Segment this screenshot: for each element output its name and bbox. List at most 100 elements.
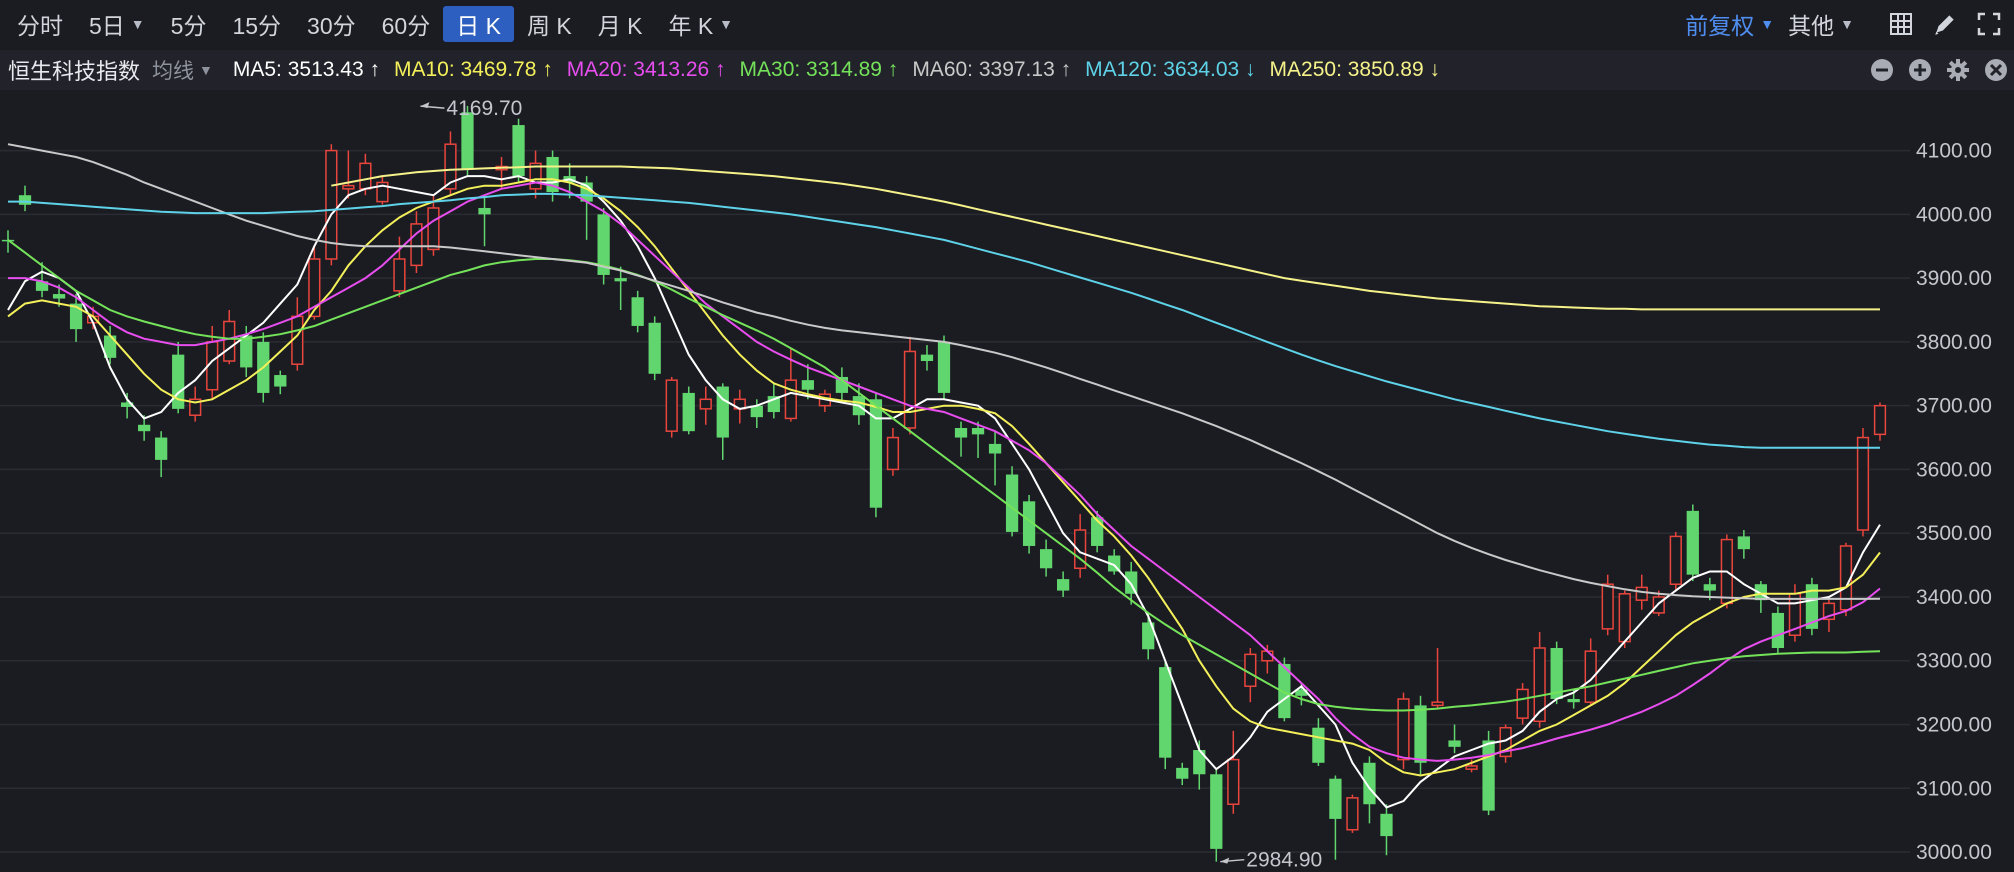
candle[interactable] [461,105,474,177]
candle[interactable] [1397,692,1410,770]
candle-body [1771,612,1785,648]
candle[interactable] [138,415,151,441]
candle[interactable] [172,341,185,414]
candle[interactable] [1074,514,1087,578]
candle[interactable] [682,386,695,435]
candle[interactable] [1669,531,1682,590]
candle[interactable] [1005,466,1019,537]
candle[interactable] [1227,730,1240,814]
tab-8[interactable]: 月 K [585,6,656,42]
candle[interactable] [1822,596,1836,633]
candle[interactable] [1873,402,1887,441]
candle[interactable] [529,150,542,199]
candle[interactable] [1771,606,1785,655]
candle[interactable] [325,144,338,266]
candle[interactable] [1584,638,1597,706]
candle[interactable] [1176,762,1189,786]
tab-3[interactable]: 15分 [219,6,294,42]
candle[interactable] [1039,539,1053,577]
candle[interactable] [444,131,457,196]
candle[interactable] [954,421,968,457]
candle[interactable] [1737,530,1750,559]
tab-5[interactable]: 60分 [369,6,444,42]
candle[interactable] [1022,494,1036,554]
indicator-dropdown[interactable]: 均线 ▼ [152,55,233,85]
candle[interactable] [376,176,389,205]
candle[interactable] [1618,590,1631,648]
settings-gear-icon[interactable] [1944,56,1972,84]
candle[interactable] [1329,775,1342,860]
zoom-out-icon[interactable] [1868,56,1896,84]
candle[interactable] [631,290,644,333]
candle[interactable] [971,421,985,458]
candle[interactable] [189,386,202,422]
candle[interactable] [1601,574,1614,636]
tab-0[interactable]: 分时 [4,6,76,42]
candle[interactable] [648,316,661,381]
candle[interactable] [342,150,355,199]
candle[interactable] [835,367,849,403]
tab-7[interactable]: 周 K [514,6,585,42]
candle[interactable] [103,325,117,365]
zoom-in-icon[interactable] [1906,56,1934,84]
candle[interactable] [18,185,32,212]
candle[interactable] [1686,504,1699,582]
candle[interactable] [1346,794,1359,833]
tab-6[interactable]: 日 K [443,6,514,42]
candle[interactable] [478,195,491,247]
adjust-dropdown[interactable]: 前复权 ▼ [1685,7,1774,41]
chevron-down-icon: ▼ [1760,16,1775,32]
candle[interactable] [937,335,951,400]
candle[interactable] [1856,427,1870,537]
chevron-down-icon: ▼ [199,62,213,78]
other-dropdown[interactable]: 其他 ▼ [1788,7,1854,41]
candle[interactable] [121,392,134,419]
candle[interactable] [597,207,610,285]
candle[interactable] [716,383,729,460]
candle[interactable] [1499,724,1512,763]
grid-icon[interactable] [1886,9,1916,39]
candle[interactable] [223,310,236,365]
candle[interactable] [274,370,287,395]
candle[interactable] [1159,660,1172,770]
candle[interactable] [1465,759,1478,773]
candle[interactable] [155,431,168,478]
candle[interactable] [410,211,423,274]
candle[interactable] [35,262,49,298]
tab-1[interactable]: 5日 ▼ [76,6,158,42]
candle[interactable] [1448,724,1461,754]
candle[interactable] [512,118,525,183]
candle[interactable] [699,386,712,425]
candle[interactable] [750,399,763,428]
candle[interactable] [886,427,900,476]
close-icon[interactable] [1982,56,2010,84]
candle[interactable] [1516,683,1529,725]
candle[interactable] [1805,577,1819,636]
candle[interactable] [1057,571,1070,597]
draw-pen-icon[interactable] [1930,9,1960,39]
candle[interactable] [920,345,934,371]
candle[interactable] [903,336,917,435]
candle[interactable] [1380,804,1393,856]
candle[interactable] [988,431,1002,486]
candle[interactable] [1210,769,1223,862]
candle[interactable] [869,392,883,518]
candle[interactable] [1261,644,1274,674]
candle[interactable] [1414,695,1427,776]
candle[interactable] [69,294,83,342]
candle[interactable] [1431,647,1444,709]
candle-body [444,143,457,190]
candle[interactable] [1312,718,1325,766]
candle[interactable] [1550,641,1563,705]
tab-2[interactable]: 5分 [158,6,220,42]
candle[interactable] [1363,756,1376,824]
fullscreen-icon[interactable] [1974,9,2004,39]
kline-chart[interactable]: 3000.00 3100.00 3200.00 3300.00 3400.00 3500.… [0,90,2014,872]
candle[interactable] [665,376,678,438]
candle[interactable] [614,266,627,311]
tab-9[interactable]: 年 K ▼ [655,6,746,42]
candle[interactable] [1533,632,1546,728]
candle[interactable] [1142,612,1155,660]
tab-4[interactable]: 30分 [294,6,369,42]
candle[interactable] [1,230,15,253]
